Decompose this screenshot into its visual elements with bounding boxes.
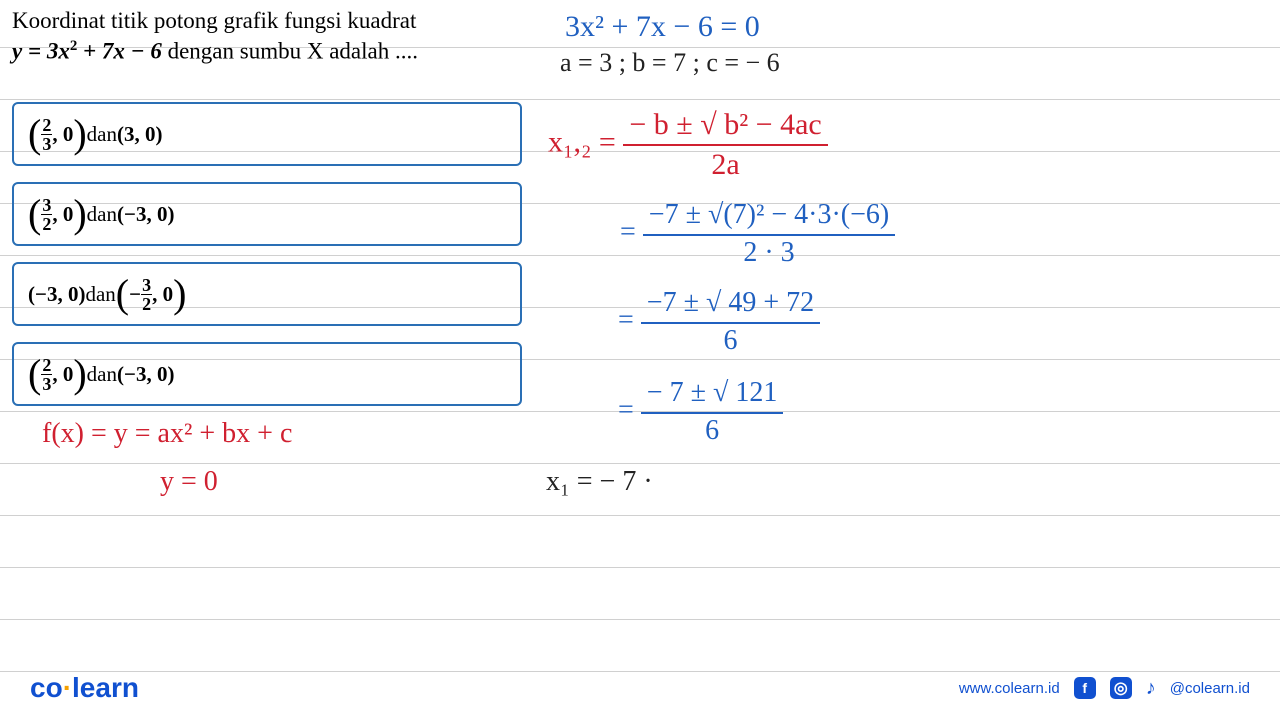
hw-quadratic-formula: x₁,₂ = − b ± √ b² − 4ac 2a	[548, 108, 828, 181]
q-suffix: dengan sumbu X adalah ....	[162, 39, 418, 64]
frac-b: 3 2	[41, 196, 52, 233]
hw-step2: = −7 ± √ 49 + 72 6	[618, 288, 820, 357]
frac-d: 2 3	[41, 356, 52, 393]
frac-c: 3 2	[141, 276, 152, 313]
hw-y0: y = 0	[160, 466, 218, 498]
tiktok-icon[interactable]: ♪	[1146, 677, 1156, 700]
footer-right: www.colearn.id f ◎ ♪ @colearn.id	[959, 677, 1250, 700]
answer-option-d[interactable]: ( 2 3 , 0 ) dan (−3, 0)	[12, 342, 522, 406]
q-eq-part2: + 7x − 6	[77, 39, 162, 64]
social-handle: @colearn.id	[1170, 680, 1250, 697]
q-eq-part1: y = 3x	[12, 39, 70, 64]
hw-coeffs: a = 3 ; b = 7 ; c = − 6	[560, 48, 780, 78]
brand-logo: co·learn	[30, 672, 139, 704]
logo-dot-icon: ·	[63, 672, 72, 703]
facebook-icon[interactable]: f	[1074, 677, 1096, 699]
hw-step1: = −7 ± √(7)² − 4·3·(−6) 2 · 3	[620, 200, 895, 269]
hw-x1: x₁ = − 7 ·	[546, 466, 653, 498]
hw-fx: f(x) = y = ax² + bx + c	[42, 418, 292, 450]
question-text: Koordinat titik potong grafik fungsi kua…	[12, 8, 542, 65]
hw-step3: = − 7 ± √ 121 6	[618, 378, 783, 447]
answer-option-a[interactable]: ( 2 3 , 0 ) dan (3, 0)	[12, 102, 522, 166]
hw-equation: 3x² + 7x − 6 = 0	[565, 10, 760, 44]
question-line-1: Koordinat titik potong grafik fungsi kua…	[12, 8, 542, 34]
question-line-2: y = 3x2 + 7x − 6 dengan sumbu X adalah .…	[12, 38, 542, 65]
answer-option-b[interactable]: ( 3 2 , 0 ) dan (−3, 0)	[12, 182, 522, 246]
answer-option-c[interactable]: (−3, 0) dan ( − 3 2 , 0 )	[12, 262, 522, 326]
instagram-icon[interactable]: ◎	[1110, 677, 1132, 699]
footer-bar: co·learn www.colearn.id f ◎ ♪ @colearn.i…	[0, 668, 1280, 708]
website-link[interactable]: www.colearn.id	[959, 680, 1060, 697]
frac-a: 2 3	[41, 116, 52, 153]
